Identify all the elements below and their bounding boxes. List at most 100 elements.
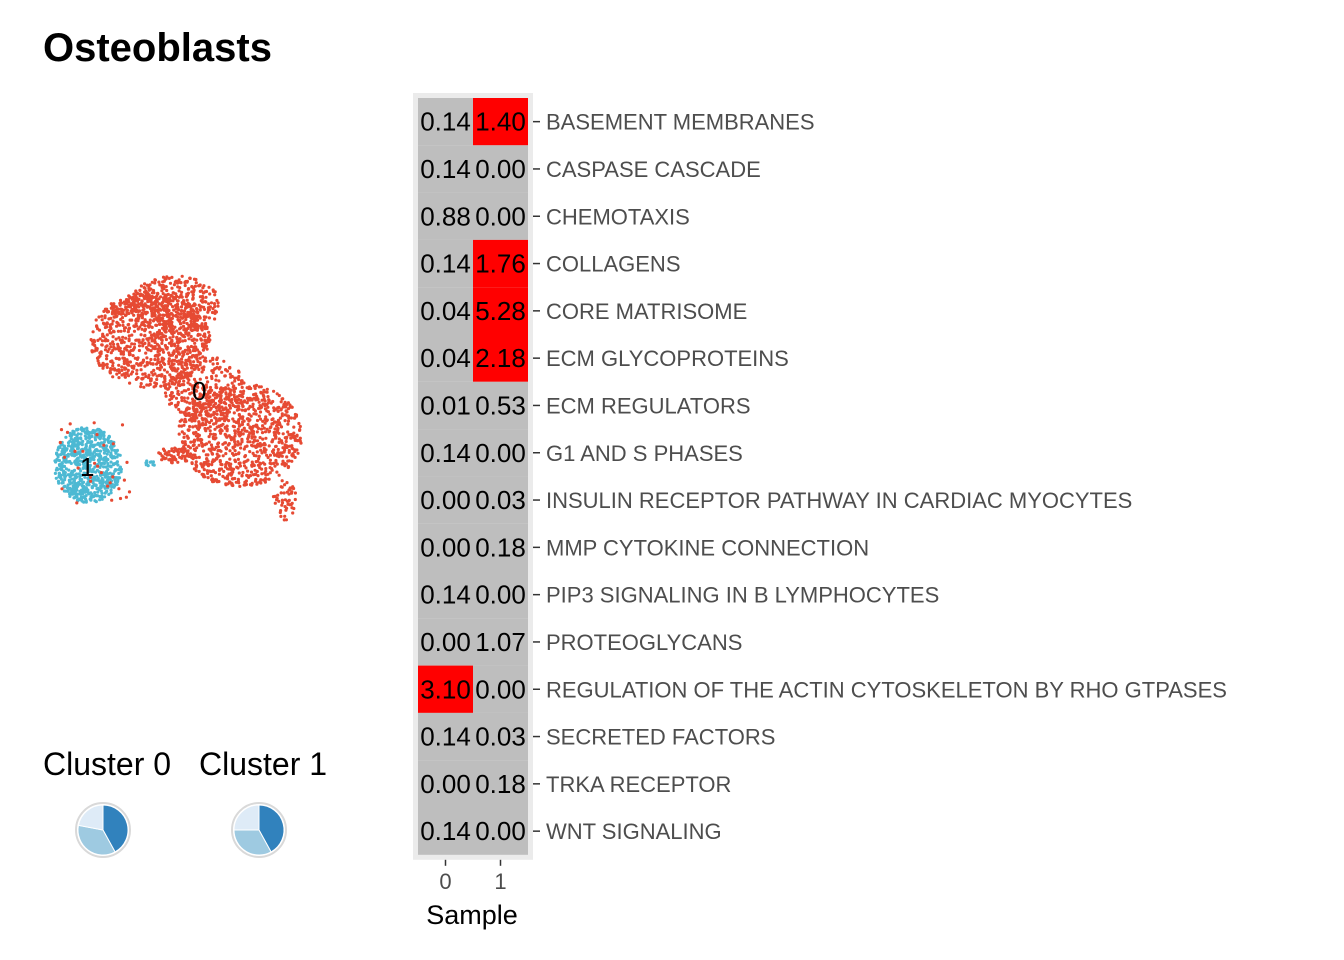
heatmap-cell-value: 3.10 bbox=[420, 674, 471, 704]
heatmap-cell bbox=[418, 760, 473, 808]
heatmap-cell bbox=[473, 476, 528, 524]
heatmap-cell-value: 0.04 bbox=[420, 296, 471, 326]
y-tick-label: BASEMENT MEMBRANES bbox=[546, 110, 815, 135]
pie-slice bbox=[102, 804, 129, 853]
y-tick-label: REGULATION OF THE ACTIN CYTOSKELETON BY … bbox=[546, 677, 1227, 702]
y-tick-label: CHEMOTAXIS bbox=[546, 204, 690, 229]
cluster-1-pie bbox=[231, 802, 287, 858]
heatmap-cell-value: 0.53 bbox=[475, 390, 526, 420]
cluster-0-label: 0 bbox=[192, 376, 206, 406]
cluster-pie-legend bbox=[75, 802, 287, 858]
heatmap-cell bbox=[418, 429, 473, 477]
y-tick-label: ECM GLYCOPROTEINS bbox=[546, 346, 789, 371]
heatmap-cell bbox=[473, 287, 528, 335]
y-tick-label: INSULIN RECEPTOR PATHWAY IN CARDIAC MYOC… bbox=[546, 488, 1132, 513]
heatmap-cell bbox=[418, 618, 473, 666]
heatmap-cell bbox=[418, 571, 473, 619]
heatmap-cell bbox=[473, 239, 528, 288]
heatmap-cell-value: 0.03 bbox=[475, 722, 526, 752]
heatmap-cell bbox=[473, 760, 528, 808]
heatmap-cell-value: 0.00 bbox=[475, 674, 526, 704]
y-tick-label: G1 AND S PHASES bbox=[546, 441, 743, 466]
heatmap-cell-value: 0.00 bbox=[420, 627, 471, 657]
heatmap-cell bbox=[473, 618, 528, 666]
heatmap-cell-value: 0.00 bbox=[475, 580, 526, 610]
heatmap-cell bbox=[418, 239, 473, 288]
x-tick-label: 1 bbox=[494, 869, 506, 894]
heatmap-cell-value: 0.14 bbox=[420, 438, 471, 468]
y-tick-label: CASPASE CASCADE bbox=[546, 157, 761, 182]
heatmap-cell bbox=[418, 192, 473, 240]
heatmap-cell-value: 1.76 bbox=[475, 249, 526, 279]
x-axis-title: Sample bbox=[426, 900, 518, 930]
y-tick-label: PROTEOGLYCANS bbox=[546, 630, 742, 655]
legend-cluster-0-label: Cluster 0 bbox=[43, 746, 172, 782]
heatmap-cell bbox=[473, 807, 528, 855]
heatmap-cell-value: 0.00 bbox=[420, 485, 471, 515]
umap-points bbox=[53, 274, 303, 522]
y-tick-label: PIP3 SIGNALING IN B LYMPHOCYTES bbox=[546, 583, 939, 608]
pie-slice bbox=[77, 804, 104, 831]
pie-slice bbox=[233, 829, 272, 856]
heatmap-cell bbox=[473, 381, 528, 430]
heatmap-cell-value: 0.14 bbox=[420, 722, 471, 752]
heatmap-cell bbox=[418, 523, 473, 571]
heatmap-cell-value: 0.14 bbox=[420, 580, 471, 610]
heatmap-cell-value: 0.04 bbox=[420, 343, 471, 373]
y-tick-label: ECM REGULATORS bbox=[546, 393, 751, 418]
heatmap-cell bbox=[473, 429, 528, 477]
heatmap-cell bbox=[473, 98, 528, 146]
heatmap-cell-value: 2.18 bbox=[475, 343, 526, 373]
pie-slice bbox=[77, 824, 116, 856]
y-tick-label: WNT SIGNALING bbox=[546, 819, 722, 844]
heatmap-cell-value: 0.14 bbox=[420, 154, 471, 184]
y-tick-label: TRKA RECEPTOR bbox=[546, 772, 731, 797]
heatmap-cell-value: 0.88 bbox=[420, 201, 471, 231]
heatmap-cell bbox=[418, 98, 473, 146]
heatmap-cell-value: 0.14 bbox=[420, 107, 471, 137]
heatmap-cell-value: 0.00 bbox=[420, 769, 471, 799]
heatmap-cell-value: 5.28 bbox=[475, 296, 526, 326]
heatmap-cell-value: 0.18 bbox=[475, 769, 526, 799]
heatmap-cell bbox=[473, 712, 528, 761]
heatmap-cell-value: 0.00 bbox=[420, 532, 471, 562]
heatmap-cell bbox=[418, 287, 473, 335]
heatmap-cell-value: 0.03 bbox=[475, 485, 526, 515]
heatmap-cell bbox=[418, 381, 473, 430]
heatmap-cell-value: 0.00 bbox=[475, 816, 526, 846]
heatmap-cell bbox=[473, 665, 528, 713]
heatmap-cell-value: 1.40 bbox=[475, 107, 526, 137]
heatmap-cell bbox=[418, 712, 473, 761]
y-tick-label: SECRETED FACTORS bbox=[546, 725, 775, 750]
heatmap-cell-value: 0.01 bbox=[420, 390, 471, 420]
pie-slice bbox=[233, 804, 260, 831]
y-tick-label: CORE MATRISOME bbox=[546, 299, 747, 324]
heatmap-cell-value: 0.00 bbox=[475, 154, 526, 184]
heatmap-cell bbox=[473, 523, 528, 571]
heatmap-cell bbox=[418, 334, 473, 382]
umap-plot: 0 1 bbox=[53, 274, 303, 522]
heatmap-cell bbox=[473, 571, 528, 619]
x-tick-label: 0 bbox=[439, 869, 451, 894]
heatmap-cell bbox=[418, 665, 473, 713]
heatmap-cell bbox=[473, 145, 528, 193]
cluster-1-label: 1 bbox=[80, 452, 94, 482]
heatmap-cell bbox=[473, 192, 528, 240]
heatmap-cell bbox=[473, 334, 528, 382]
cluster-0-pie bbox=[75, 802, 131, 858]
heatmap-cell-value: 0.18 bbox=[475, 532, 526, 562]
y-tick-label: COLLAGENS bbox=[546, 252, 681, 277]
pie-slice bbox=[258, 804, 285, 853]
heatmap-cell bbox=[418, 807, 473, 855]
page-title: Osteoblasts bbox=[43, 26, 272, 70]
heatmap-cell-value: 0.14 bbox=[420, 249, 471, 279]
legend-cluster-1-label: Cluster 1 bbox=[199, 746, 328, 782]
heatmap-cell-value: 0.00 bbox=[475, 201, 526, 231]
heatmap-cell-value: 0.14 bbox=[420, 816, 471, 846]
heatmap-cell bbox=[418, 476, 473, 524]
heatmap-cell-value: 1.07 bbox=[475, 627, 526, 657]
heatmap-cell bbox=[418, 145, 473, 193]
y-tick-label: MMP CYTOKINE CONNECTION bbox=[546, 535, 869, 560]
heatmap-cell-value: 0.00 bbox=[475, 438, 526, 468]
